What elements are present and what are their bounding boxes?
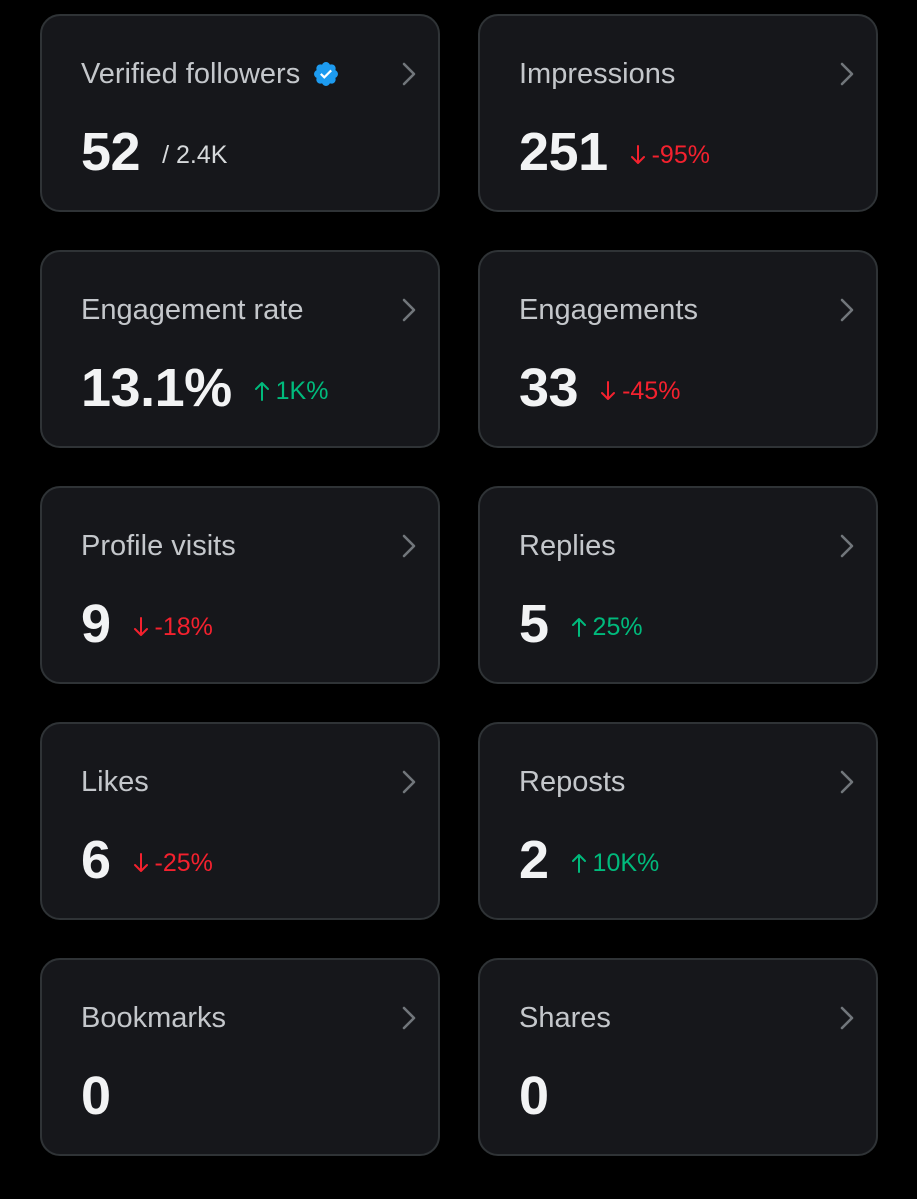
delta-value: -95% <box>651 140 710 169</box>
metric-value: 0 <box>81 1066 111 1126</box>
arrow-up-icon <box>254 382 269 401</box>
total-followers: / 2.4K <box>162 140 228 169</box>
card-label: Bookmarks <box>81 1002 227 1034</box>
delta-badge: 1K% <box>254 376 329 406</box>
verified-badge-icon <box>314 62 339 86</box>
delta-value: 1K% <box>275 376 329 405</box>
value-row: 33 -45% <box>519 356 680 420</box>
engagement-rate-card[interactable]: Engagement rate 13.1% 1K% <box>40 250 440 448</box>
chevron-right-icon <box>402 62 416 86</box>
metric-value: 13.1% <box>81 358 232 418</box>
engagements-card[interactable]: Engagements 33 -45% <box>478 250 878 448</box>
arrow-down-icon <box>133 853 148 872</box>
metric-value: 5 <box>519 594 549 654</box>
value-row: 2 10K% <box>519 828 659 892</box>
arrow-up-icon <box>571 618 586 637</box>
arrow-down-icon <box>133 617 148 636</box>
metric-value: 52 <box>81 122 141 182</box>
delta-badge: 25% <box>571 613 643 642</box>
metric-value: 6 <box>81 830 111 890</box>
chevron-right-icon <box>840 1006 854 1030</box>
arrow-up-icon <box>571 854 586 873</box>
delta-badge: -18% <box>133 613 213 642</box>
card-label: Profile visits <box>81 530 236 562</box>
delta-value: -45% <box>622 376 681 405</box>
bookmarks-card[interactable]: Bookmarks 0 <box>40 958 440 1156</box>
card-label: Impressions <box>519 58 676 90</box>
arrow-down-icon <box>630 145 645 164</box>
chevron-right-icon <box>840 298 854 322</box>
metrics-grid: Verified followers 52 / 2.4K Impressions… <box>40 14 878 1156</box>
card-label: Shares <box>519 1002 611 1034</box>
value-row: 5 25% <box>519 592 643 656</box>
card-label-row: Verified followers <box>81 56 340 92</box>
delta-value: 10K% <box>592 848 660 877</box>
metric-value: 251 <box>519 122 608 182</box>
delta-value: 25% <box>592 612 643 641</box>
value-row: 251 -95% <box>519 120 710 184</box>
chevron-right-icon <box>402 1006 416 1030</box>
value-row: 52 / 2.4K <box>81 120 227 184</box>
delta-badge: -25% <box>133 849 213 878</box>
delta-badge: -45% <box>600 377 680 406</box>
value-row: 0 <box>519 1064 549 1128</box>
delta-value: -18% <box>154 612 213 641</box>
chevron-right-icon <box>840 770 854 794</box>
card-label: Engagements <box>519 294 698 326</box>
shares-card[interactable]: Shares 0 <box>478 958 878 1156</box>
delta-badge: 10K% <box>571 848 660 878</box>
reposts-card[interactable]: Reposts 2 10K% <box>478 722 878 920</box>
profile-visits-card[interactable]: Profile visits 9 -18% <box>40 486 440 684</box>
arrow-down-icon <box>601 381 616 400</box>
chevron-right-icon <box>402 770 416 794</box>
delta-value: -25% <box>154 848 213 877</box>
metric-value: 2 <box>519 830 549 890</box>
impressions-card[interactable]: Impressions 251 -95% <box>478 14 878 212</box>
replies-card[interactable]: Replies 5 25% <box>478 486 878 684</box>
metric-value: 9 <box>81 594 111 654</box>
card-label: Likes <box>81 766 149 798</box>
value-row: 13.1% 1K% <box>81 356 328 420</box>
value-row: 0 <box>81 1064 111 1128</box>
chevron-right-icon <box>840 534 854 558</box>
metric-value: 0 <box>519 1066 549 1126</box>
delta-badge: -95% <box>630 141 710 170</box>
verified-followers-card[interactable]: Verified followers 52 / 2.4K <box>40 14 440 212</box>
chevron-right-icon <box>402 298 416 322</box>
chevron-right-icon <box>402 534 416 558</box>
card-label: Verified followers <box>81 58 301 90</box>
card-label: Replies <box>519 530 616 562</box>
chevron-right-icon <box>840 62 854 86</box>
card-label: Reposts <box>519 766 626 798</box>
value-row: 9 -18% <box>81 592 213 656</box>
value-row: 6 -25% <box>81 828 213 892</box>
likes-card[interactable]: Likes 6 -25% <box>40 722 440 920</box>
card-label: Engagement rate <box>81 294 304 326</box>
metric-value: 33 <box>519 358 579 418</box>
